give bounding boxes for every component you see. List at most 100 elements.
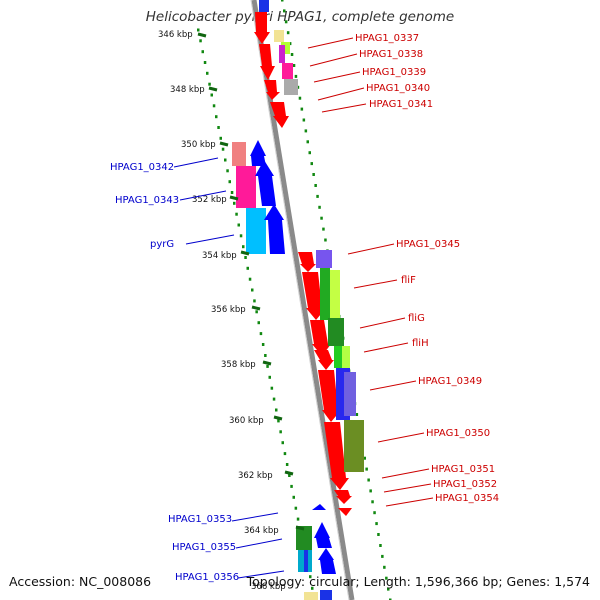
forward-gene-arrow[interactable] bbox=[310, 320, 331, 356]
guide-dot bbox=[259, 332, 263, 336]
feature-block[interactable] bbox=[232, 142, 246, 166]
forward-gene-arrow[interactable] bbox=[270, 102, 289, 128]
gene-label-hpag1-0337[interactable]: HPAG1_0337 bbox=[355, 33, 419, 44]
guide-dot bbox=[290, 484, 293, 488]
feature-block[interactable] bbox=[284, 79, 298, 95]
reverse-gene-arrow[interactable] bbox=[314, 522, 332, 548]
feature-block[interactable] bbox=[320, 268, 330, 320]
gene-label-hpag1-0349[interactable]: HPAG1_0349 bbox=[418, 376, 482, 387]
tick-label: 354 kbp bbox=[202, 251, 237, 261]
guide-dot bbox=[233, 201, 236, 205]
feature-layer bbox=[232, 0, 364, 600]
gene-label-hpag1-0355[interactable]: HPAG1_0355 bbox=[172, 542, 236, 553]
gene-label-hpag1-0338[interactable]: HPAG1_0338 bbox=[359, 49, 423, 60]
tick-label: 356 kbp bbox=[211, 305, 246, 315]
guide-dot bbox=[284, 20, 288, 24]
forward-gene-arrow[interactable] bbox=[254, 12, 270, 44]
guide-dot bbox=[281, 441, 284, 445]
guide-dot bbox=[212, 104, 216, 108]
forward-gene-label-text: HPAG1_0337 HPAG1_0338 HPAG1_0339 HPAG1_0… bbox=[355, 33, 499, 504]
gene-label-hpag1-0345[interactable]: HPAG1_0345 bbox=[396, 239, 460, 250]
feature-block[interactable] bbox=[316, 250, 332, 268]
feature-block[interactable] bbox=[344, 372, 356, 416]
feature-block[interactable] bbox=[330, 270, 340, 318]
feature-block[interactable] bbox=[344, 420, 364, 472]
gene-label-hpag1-0342[interactable]: HPAG1_0342 bbox=[110, 162, 174, 173]
feature-block[interactable] bbox=[281, 42, 290, 54]
guide-dot bbox=[253, 299, 256, 303]
gene-label-pyrg[interactable]: pyrG bbox=[150, 239, 174, 250]
reverse-gene-labels bbox=[173, 157, 285, 579]
guide-dot bbox=[296, 517, 300, 521]
feature-block[interactable] bbox=[279, 45, 285, 63]
feature-block[interactable] bbox=[246, 208, 266, 254]
feature-block[interactable] bbox=[236, 166, 256, 208]
tick-label: 352 kbp bbox=[192, 195, 227, 205]
feature-block[interactable] bbox=[259, 0, 269, 12]
guide-dot bbox=[371, 500, 374, 504]
forward-gene-arrow[interactable] bbox=[334, 490, 352, 504]
gene-label-flih[interactable]: fliH bbox=[412, 338, 429, 349]
feature-block[interactable] bbox=[282, 63, 293, 79]
feature-block[interactable] bbox=[274, 30, 284, 42]
gene-label-flif[interactable]: fliF bbox=[401, 275, 416, 286]
guide-dot bbox=[285, 463, 289, 466]
forward-gene-arrow[interactable] bbox=[259, 44, 275, 80]
gene-label-hpag1-0354[interactable]: HPAG1_0354 bbox=[435, 493, 499, 504]
guide-dot bbox=[197, 28, 200, 32]
gene-label-hpag1-0351[interactable]: HPAG1_0351 bbox=[431, 464, 495, 475]
guide-dot bbox=[355, 413, 359, 416]
gene-label-hpag1-0353[interactable]: HPAG1_0353 bbox=[168, 514, 232, 525]
gene-label-flig[interactable]: fliG bbox=[408, 313, 425, 324]
gene-label-hpag1-0352[interactable]: HPAG1_0352 bbox=[433, 479, 497, 490]
guide-dot bbox=[221, 147, 225, 151]
guide-dot bbox=[239, 234, 243, 238]
forward-gene-arrow[interactable] bbox=[338, 508, 352, 516]
guide-dot bbox=[294, 506, 298, 510]
feature-block[interactable] bbox=[304, 592, 318, 600]
guide-dot bbox=[264, 354, 267, 357]
guide-dot bbox=[290, 53, 294, 56]
gene-label-hpag1-0340[interactable]: HPAG1_0340 bbox=[366, 83, 430, 94]
guide-dot bbox=[377, 533, 380, 536]
guide-dot bbox=[314, 184, 317, 187]
reverse-gene-arrow[interactable] bbox=[250, 140, 266, 166]
gene-label-hpag1-0356[interactable]: HPAG1_0356 bbox=[175, 572, 239, 583]
forward-gene-arrow[interactable] bbox=[324, 422, 349, 490]
forward-gene-arrow[interactable] bbox=[298, 252, 316, 272]
reverse-gene-arrow[interactable] bbox=[318, 548, 336, 574]
gene-label-hpag1-0341[interactable]: HPAG1_0341 bbox=[369, 99, 433, 110]
guide-dot bbox=[298, 96, 302, 100]
reverse-gene-arrow[interactable] bbox=[312, 504, 326, 510]
feature-block[interactable] bbox=[320, 590, 332, 600]
forward-gene-arrow[interactable] bbox=[314, 350, 334, 370]
guide-dot bbox=[387, 587, 390, 591]
forward-gene-labels bbox=[307, 37, 434, 507]
guide-dot bbox=[217, 126, 220, 129]
guide-dot bbox=[363, 456, 366, 460]
guide-dot bbox=[206, 71, 209, 75]
guide-dot bbox=[308, 151, 311, 155]
feature-block[interactable] bbox=[342, 346, 350, 368]
feature-block[interactable] bbox=[328, 318, 344, 346]
forward-gene-arrow[interactable] bbox=[264, 80, 280, 100]
gene-label-hpag1-0343[interactable]: HPAG1_0343 bbox=[115, 195, 179, 206]
guide-dot bbox=[311, 586, 314, 590]
guide-dot bbox=[316, 194, 319, 198]
guide-dot bbox=[237, 223, 240, 227]
reverse-gene-arrow[interactable] bbox=[264, 204, 285, 254]
feature-block[interactable] bbox=[334, 346, 342, 368]
gene-label-hpag1-0339[interactable]: HPAG1_0339 bbox=[362, 67, 426, 78]
feature-block[interactable] bbox=[304, 550, 308, 572]
feature-block[interactable] bbox=[296, 526, 312, 550]
guide-dot bbox=[369, 489, 372, 493]
guide-dot bbox=[228, 180, 231, 184]
reverse-gene-arrow[interactable] bbox=[255, 160, 276, 206]
forward-gene-arrow[interactable] bbox=[318, 370, 341, 422]
guide-dot bbox=[288, 474, 291, 477]
guide-dot bbox=[373, 511, 376, 515]
map-title: Helicobacter pylori HPAG1, complete geno… bbox=[145, 9, 455, 25]
guide-dot bbox=[235, 212, 238, 216]
gene-label-hpag1-0350[interactable]: HPAG1_0350 bbox=[426, 428, 490, 439]
